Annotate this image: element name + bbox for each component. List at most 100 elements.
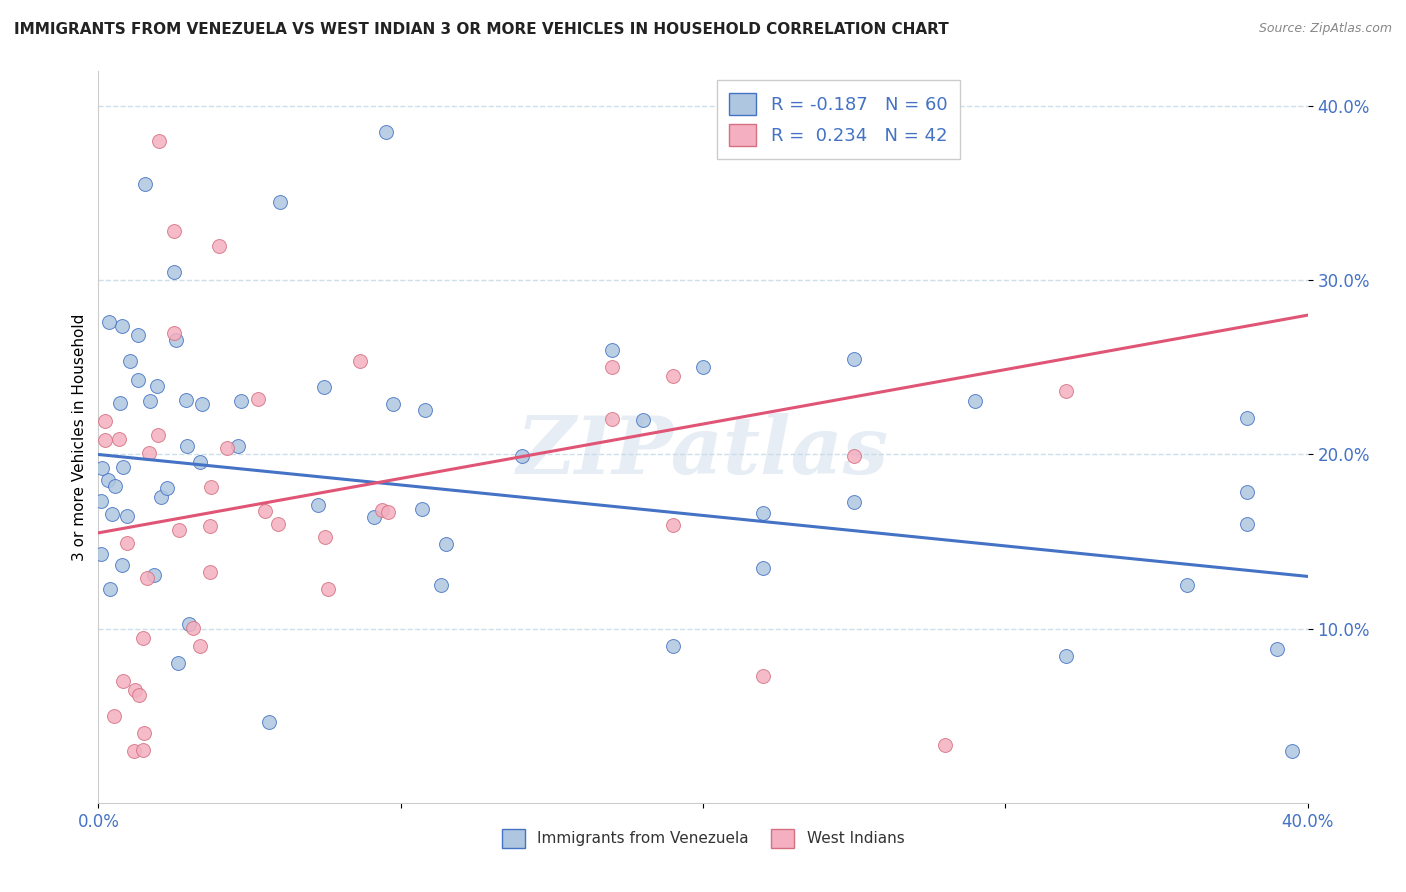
Point — [145, 379, 167, 393]
Point — [844, 495, 866, 509]
Point — [844, 351, 866, 366]
Point — [124, 682, 146, 697]
Point — [752, 669, 775, 683]
Point — [174, 393, 197, 408]
Point — [97, 473, 120, 487]
Point — [267, 516, 290, 531]
Point — [188, 455, 211, 469]
Point — [142, 567, 165, 582]
Point — [363, 510, 385, 524]
Point — [253, 503, 276, 517]
Point — [661, 639, 683, 653]
Point — [602, 360, 624, 375]
Point — [103, 708, 125, 723]
Point — [228, 439, 250, 453]
Y-axis label: 3 or more Vehicles in Household: 3 or more Vehicles in Household — [72, 313, 87, 561]
Point — [208, 238, 231, 252]
Point — [94, 433, 117, 447]
Point — [411, 501, 433, 516]
Point — [436, 537, 458, 551]
Text: ZIPatlas: ZIPatlas — [517, 413, 889, 491]
Point — [139, 393, 162, 408]
Point — [188, 640, 211, 654]
Point — [163, 223, 186, 237]
Point — [100, 582, 122, 596]
Point — [91, 461, 114, 475]
Point — [132, 743, 155, 757]
Point — [181, 622, 204, 636]
Point — [246, 392, 269, 406]
Point — [316, 582, 339, 597]
Point — [269, 194, 291, 209]
Point — [1054, 649, 1077, 664]
Point — [602, 343, 624, 357]
Point — [134, 177, 156, 191]
Point — [163, 265, 186, 279]
Point — [371, 502, 394, 516]
Point — [111, 673, 134, 688]
Point — [111, 558, 134, 573]
Point — [146, 428, 169, 442]
Point — [163, 326, 186, 340]
Point — [1175, 578, 1198, 592]
Point — [118, 354, 141, 368]
Point — [166, 656, 188, 670]
Point — [117, 536, 139, 550]
Point — [191, 397, 214, 411]
Point — [90, 494, 112, 508]
Point — [111, 319, 134, 334]
Point — [127, 328, 149, 343]
Point — [132, 631, 155, 645]
Point — [692, 359, 714, 374]
Point — [128, 689, 150, 703]
Point — [844, 449, 866, 463]
Point — [602, 412, 624, 426]
Point — [934, 738, 956, 752]
Point — [1054, 384, 1077, 398]
Point — [127, 373, 149, 387]
Legend: Immigrants from Venezuela, West Indians: Immigrants from Venezuela, West Indians — [495, 822, 911, 854]
Point — [257, 714, 280, 729]
Point — [90, 547, 112, 561]
Point — [217, 442, 239, 456]
Point — [631, 413, 654, 427]
Point — [176, 439, 198, 453]
Point — [308, 498, 330, 512]
Point — [165, 333, 187, 347]
Point — [314, 530, 336, 544]
Point — [132, 726, 155, 740]
Point — [107, 432, 129, 446]
Point — [1236, 517, 1258, 532]
Text: Source: ZipAtlas.com: Source: ZipAtlas.com — [1258, 22, 1392, 36]
Point — [661, 369, 683, 384]
Point — [413, 402, 436, 417]
Point — [377, 505, 399, 519]
Point — [510, 449, 533, 463]
Point — [312, 380, 335, 394]
Point — [200, 480, 222, 494]
Point — [110, 396, 132, 410]
Point — [101, 508, 124, 522]
Point — [752, 506, 775, 520]
Point — [124, 743, 146, 757]
Point — [104, 479, 127, 493]
Point — [138, 446, 160, 460]
Point — [156, 481, 179, 495]
Point — [1267, 641, 1289, 656]
Point — [177, 617, 200, 632]
Point — [374, 125, 396, 139]
Point — [94, 414, 117, 428]
Point — [752, 560, 775, 574]
Point — [115, 508, 138, 523]
Point — [1236, 410, 1258, 425]
Point — [136, 571, 159, 585]
Point — [1236, 484, 1258, 499]
Text: IMMIGRANTS FROM VENEZUELA VS WEST INDIAN 3 OR MORE VEHICLES IN HOUSEHOLD CORRELA: IMMIGRANTS FROM VENEZUELA VS WEST INDIAN… — [14, 22, 949, 37]
Point — [111, 459, 134, 474]
Point — [661, 517, 683, 532]
Point — [381, 397, 404, 411]
Point — [148, 134, 170, 148]
Point — [98, 315, 121, 329]
Point — [429, 578, 451, 592]
Point — [149, 490, 172, 504]
